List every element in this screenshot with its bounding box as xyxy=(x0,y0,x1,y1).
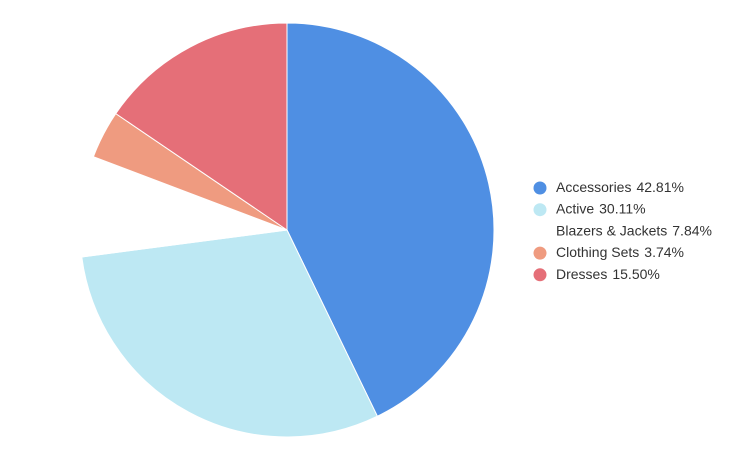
legend-name: Accessories xyxy=(556,179,631,195)
pie-slice xyxy=(81,229,379,438)
legend-label: Dresses 15.50% xyxy=(556,266,660,282)
legend-name: Active xyxy=(556,200,594,216)
legend-value: 3.74% xyxy=(644,244,684,260)
legend-label: Blazers & Jackets 7.84% xyxy=(556,222,712,238)
legend-marker xyxy=(533,203,547,217)
legend-marker xyxy=(533,181,547,195)
legend-marker xyxy=(533,224,547,238)
legend-label: Accessories 42.81% xyxy=(556,179,684,195)
legend-value: 15.50% xyxy=(612,266,659,282)
legend-name: Blazers & Jackets xyxy=(556,222,667,238)
pie-slice xyxy=(115,22,288,231)
legend-label: Active 30.11% xyxy=(556,200,646,216)
legend-value: 42.81% xyxy=(636,179,683,195)
legend-label: Clothing Sets 3.74% xyxy=(556,244,684,260)
legend-name: Dresses xyxy=(556,266,607,282)
legend-value: 30.11% xyxy=(599,200,645,216)
legend-marker xyxy=(533,268,547,282)
pie-slice xyxy=(286,22,495,417)
legend-marker xyxy=(533,246,547,260)
pie-slice xyxy=(79,156,288,258)
legend-name: Clothing Sets xyxy=(556,244,639,260)
legend-value: 7.84% xyxy=(672,222,712,238)
